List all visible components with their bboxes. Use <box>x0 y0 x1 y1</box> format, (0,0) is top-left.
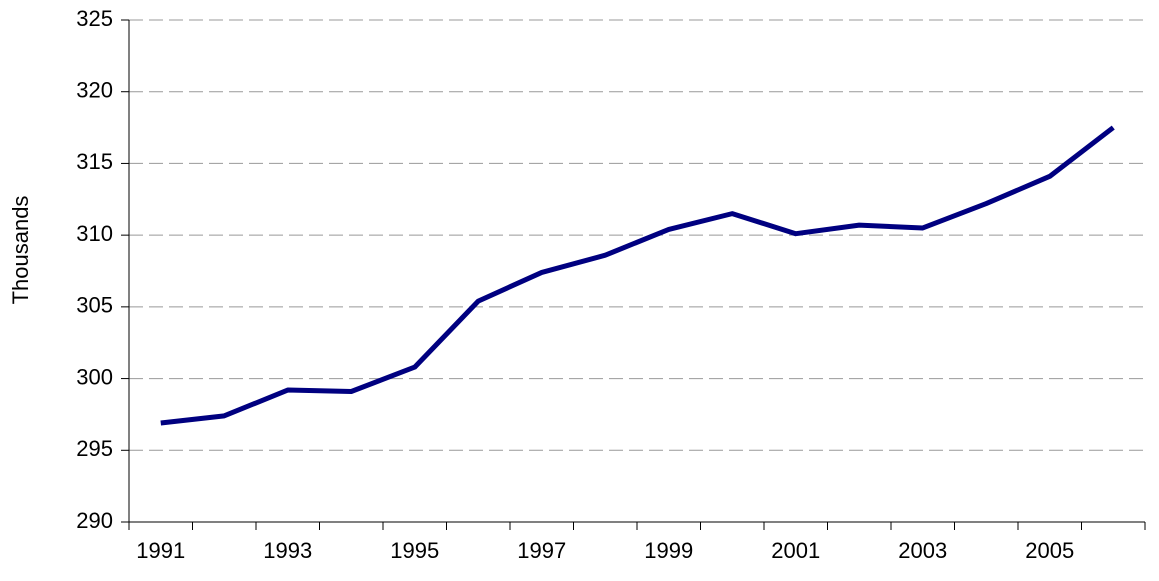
y-tick-label: 290 <box>76 508 113 533</box>
x-tick-label: 1997 <box>517 538 566 563</box>
x-tick-label: 1995 <box>390 538 439 563</box>
x-tick-label: 2005 <box>1025 538 1074 563</box>
x-tick-label: 2003 <box>898 538 947 563</box>
y-tick-label: 305 <box>76 293 113 318</box>
x-tick-label: 1991 <box>136 538 185 563</box>
y-tick-label: 325 <box>76 6 113 31</box>
x-tick-label: 1999 <box>644 538 693 563</box>
y-tick-label: 320 <box>76 78 113 103</box>
y-axis-label: Thousands <box>8 196 33 305</box>
x-tick-label: 2001 <box>771 538 820 563</box>
y-tick-label: 315 <box>76 149 113 174</box>
y-tick-label: 310 <box>76 221 113 246</box>
y-tick-label: 300 <box>76 364 113 389</box>
x-tick-label: 1993 <box>263 538 312 563</box>
data-line <box>160 125 1115 426</box>
y-tick-label: 295 <box>76 436 113 461</box>
